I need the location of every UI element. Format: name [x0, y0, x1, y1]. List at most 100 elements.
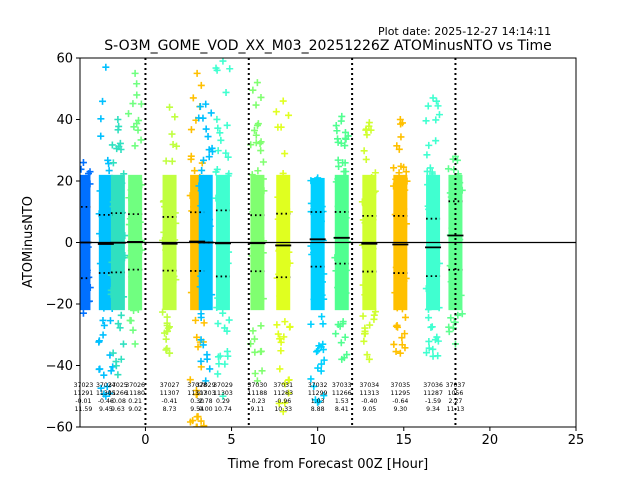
data-point [199, 221, 207, 229]
data-point [447, 314, 455, 322]
data-point [80, 218, 86, 226]
data-point [203, 187, 211, 195]
data-point [81, 197, 89, 205]
axis-layer: 0 5 10 15 20 25 −60 −40 −20 0 20 40 60 [46, 52, 585, 449]
data-point [428, 323, 436, 331]
data-point [272, 108, 280, 116]
extreme-point [114, 116, 122, 123]
data-point [125, 110, 133, 118]
data-point [391, 289, 399, 297]
data-point [280, 333, 288, 341]
data-point [256, 185, 264, 193]
data-point [80, 234, 84, 242]
data-point [206, 216, 214, 224]
data-point [132, 189, 140, 197]
data-point [281, 380, 289, 388]
data-point [198, 277, 206, 285]
group-label-37031-0: 37031 [273, 382, 293, 389]
data-point [99, 316, 107, 324]
data-point [85, 297, 93, 305]
data-point [398, 267, 406, 275]
data-point [221, 179, 229, 187]
extreme-point [429, 352, 437, 360]
data-point [100, 286, 108, 294]
extreme-point [253, 377, 261, 385]
data-point [166, 227, 174, 235]
series-37023-0 [80, 159, 94, 317]
data-point [214, 320, 222, 328]
group-label-37029-0: 37029 [196, 382, 216, 389]
group-label-37028-2: 0.30 [190, 398, 204, 405]
data-point [208, 144, 216, 152]
data-point [170, 272, 178, 280]
data-point [199, 190, 207, 198]
data-point [251, 369, 259, 377]
data-point [196, 283, 204, 291]
group-label-37034-2: -0.40 [361, 398, 377, 405]
data-point [221, 360, 229, 368]
extreme-point [80, 309, 87, 317]
data-point [212, 194, 220, 202]
data-point [115, 254, 123, 262]
data-point [422, 117, 430, 125]
data-point [403, 177, 411, 185]
data-point [216, 129, 224, 137]
data-point [277, 347, 285, 355]
data-point [83, 286, 91, 294]
data-point [137, 136, 145, 144]
data-point [200, 422, 208, 427]
data-point [109, 159, 117, 167]
data-point [342, 214, 350, 222]
data-point [360, 337, 368, 345]
data-point [188, 207, 196, 215]
data-point [426, 226, 434, 234]
data-point [315, 185, 323, 193]
series-37034-12 [358, 119, 379, 363]
data-point [401, 313, 409, 321]
data-point [400, 205, 408, 213]
data-point [318, 291, 326, 299]
data-point [109, 349, 117, 357]
data-point [259, 249, 267, 257]
group-label-37025-3: 9.63 [111, 406, 125, 413]
data-point [370, 311, 378, 319]
data-point [101, 235, 109, 243]
data-point [205, 153, 213, 161]
data-point [398, 280, 406, 288]
series-37030-8 [247, 79, 268, 385]
data-point [214, 124, 222, 132]
data-point [95, 210, 103, 218]
data-point [126, 316, 134, 324]
data-point [307, 199, 315, 207]
data-point [100, 304, 108, 312]
y-tick-label: 0 [65, 236, 73, 251]
series-37036-14 [422, 94, 443, 360]
group-label-37033-3: 8.41 [335, 406, 349, 413]
data-point [341, 134, 349, 142]
data-point [133, 80, 141, 88]
group-label-37027-2: -0.41 [162, 398, 178, 405]
data-point [275, 270, 283, 278]
data-point [109, 363, 117, 371]
x-tick-label: 20 [482, 433, 499, 448]
data-point [222, 199, 230, 207]
data-point [203, 355, 211, 363]
data-point [281, 260, 289, 268]
data-point [395, 169, 403, 177]
group-label-37030-2: -0.23 [249, 398, 265, 405]
data-point [274, 330, 282, 338]
extreme-point [166, 349, 174, 357]
extreme-point [338, 355, 346, 363]
plot-date: Plot date: 2025-12-27 14:14:11 [378, 25, 551, 38]
data-point [226, 65, 234, 73]
data-point [249, 86, 257, 94]
data-point [129, 250, 137, 258]
data-point [195, 182, 203, 190]
data-point [250, 126, 258, 134]
data-point [337, 339, 345, 347]
data-point [422, 285, 430, 293]
data-point [163, 313, 171, 321]
y-tick-label: −60 [46, 421, 73, 436]
data-point [258, 367, 266, 375]
data-point [129, 326, 137, 334]
